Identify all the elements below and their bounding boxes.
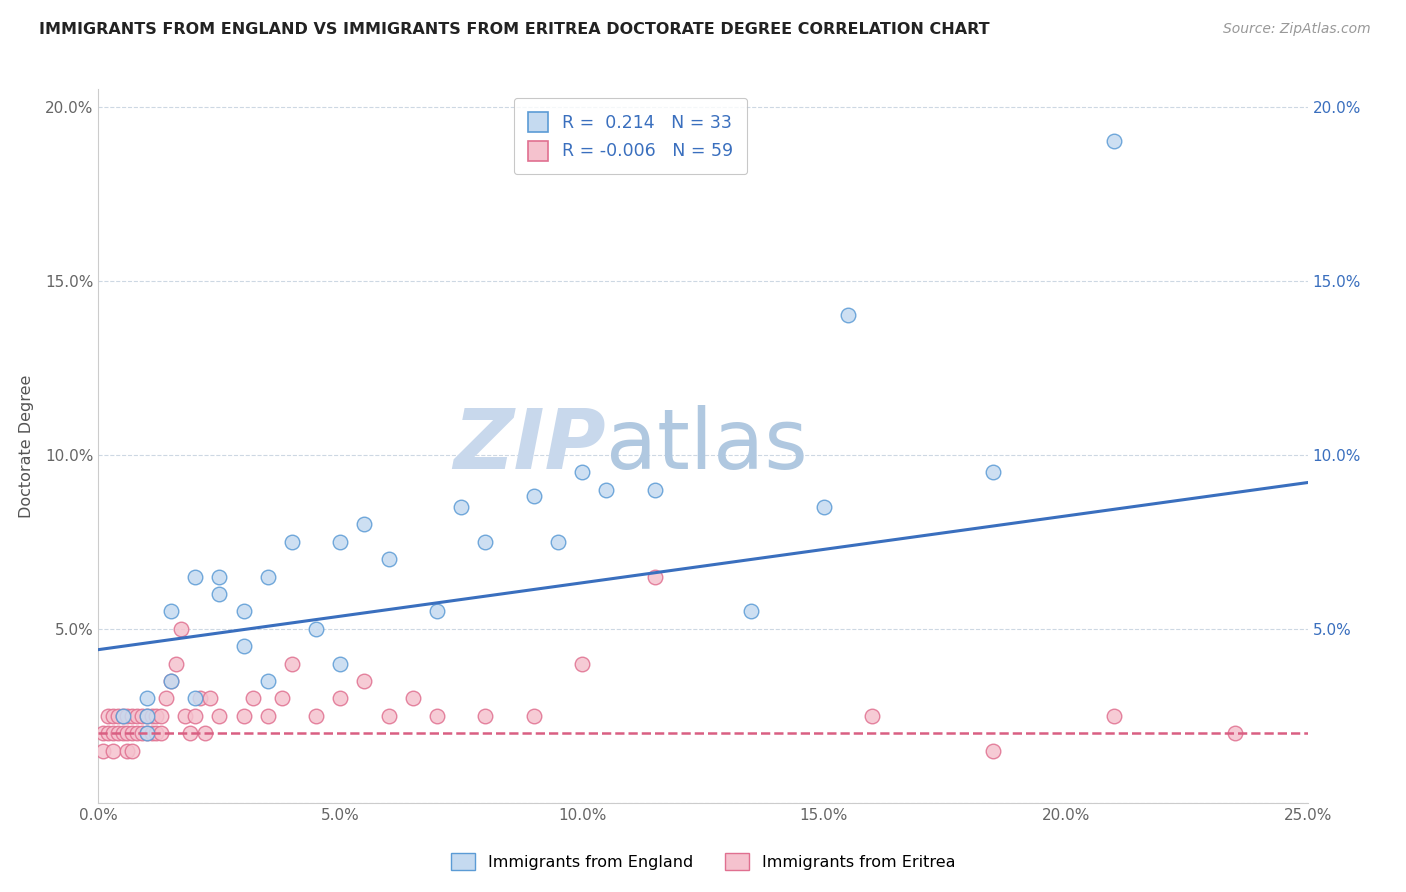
Point [111,726,134,740]
Point [121,743,143,757]
Point [91,726,114,740]
Point [426,604,449,618]
Point [813,500,835,514]
Legend: Immigrants from England, Immigrants from Eritrea: Immigrants from England, Immigrants from… [444,847,962,877]
Point [145,726,167,740]
Point [135,708,157,723]
Point [97,708,120,723]
Point [101,726,124,740]
Point [329,657,352,671]
Point [1223,726,1246,740]
Point [305,708,328,723]
Point [111,708,134,723]
Point [523,708,546,723]
Point [198,691,221,706]
Point [179,726,201,740]
Point [165,657,187,671]
Point [117,708,139,723]
Point [256,569,278,583]
Point [184,691,207,706]
Point [135,708,157,723]
Point [740,604,762,618]
Point [353,673,375,688]
Point [141,708,163,723]
Point [271,691,294,706]
Legend: R =  0.214   N = 33, R = -0.006   N = 59: R = 0.214 N = 33, R = -0.006 N = 59 [513,98,747,175]
Point [353,517,375,532]
Point [208,587,231,601]
Point [644,569,666,583]
Point [135,726,157,740]
Point [107,726,129,740]
Point [860,708,883,723]
Point [644,483,666,497]
Point [131,726,153,740]
Point [329,534,352,549]
Point [135,691,157,706]
Point [474,534,496,549]
Point [281,657,304,671]
Point [595,483,617,497]
Point [184,708,207,723]
Point [1102,135,1125,149]
Point [121,726,143,740]
Point [837,309,859,323]
Point [305,622,328,636]
Y-axis label: Doctorate Degree: Doctorate Degree [20,375,34,517]
Point [91,743,114,757]
Point [117,743,139,757]
Point [150,708,173,723]
Point [127,708,149,723]
Point [174,708,197,723]
Point [232,639,254,653]
Point [127,726,149,740]
Text: Source: ZipAtlas.com: Source: ZipAtlas.com [1223,22,1371,37]
Point [232,604,254,618]
Text: atlas: atlas [606,406,808,486]
Point [101,743,124,757]
Point [107,708,129,723]
Point [402,691,425,706]
Point [160,673,183,688]
Point [242,691,264,706]
Point [169,622,191,636]
Point [160,604,183,618]
Point [208,708,231,723]
Point [188,691,211,706]
Point [377,552,399,566]
Point [145,708,167,723]
Point [981,743,1004,757]
Point [256,673,278,688]
Point [523,490,546,504]
Point [571,657,593,671]
Point [377,708,399,723]
Point [97,726,120,740]
Point [141,726,163,740]
Point [329,691,352,706]
Point [981,465,1004,479]
Point [256,708,278,723]
Point [1102,708,1125,723]
Text: IMMIGRANTS FROM ENGLAND VS IMMIGRANTS FROM ERITREA DOCTORATE DEGREE CORRELATION : IMMIGRANTS FROM ENGLAND VS IMMIGRANTS FR… [39,22,990,37]
Point [111,708,134,723]
Point [232,708,254,723]
Text: ZIP: ZIP [454,406,606,486]
Point [135,726,157,740]
Point [150,726,173,740]
Point [571,465,593,479]
Point [426,708,449,723]
Point [101,708,124,723]
Point [450,500,472,514]
Point [160,673,183,688]
Point [208,569,231,583]
Point [155,691,177,706]
Point [281,534,304,549]
Point [184,569,207,583]
Point [117,726,139,740]
Point [121,708,143,723]
Point [194,726,217,740]
Point [474,708,496,723]
Point [547,534,569,549]
Point [131,708,153,723]
